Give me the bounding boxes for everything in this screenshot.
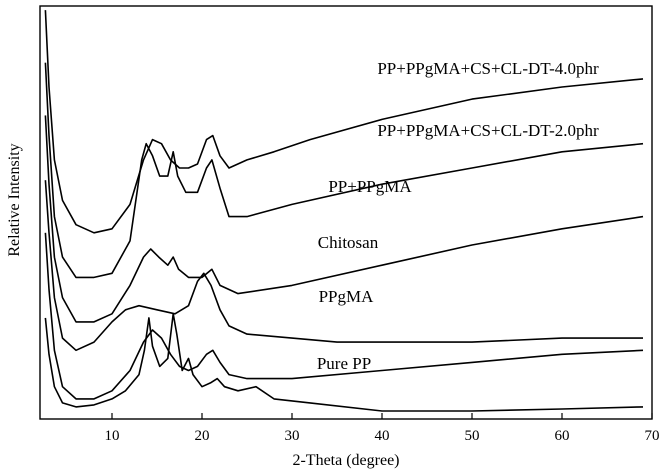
series-line-chitosan: [44, 180, 643, 352]
x-tick-label: 40: [375, 428, 390, 444]
curves: [44, 10, 644, 412]
series-label-pp-ppgma-cs-cl-dt-4-0phr: PP+PPgMA+CS+CL-DT-4.0phr: [377, 59, 599, 78]
series-line-pp-ppgma-cs-cl-dt-2-0phr: [44, 62, 644, 279]
x-tick-label: 50: [465, 428, 480, 444]
plot-frame: [39, 5, 653, 420]
series-labels: PP+PPgMA+CS+CL-DT-4.0phr PP+PPgMA+CS+CL-D…: [317, 59, 599, 373]
series-line-pp-ppgma-cs-cl-dt-4-0phr: [44, 10, 644, 234]
series-label-pp-ppgma: PP+PPgMA: [328, 177, 412, 196]
x-tick-label: 70: [645, 428, 660, 444]
series-line-pure-pp: [44, 313, 644, 412]
x-tick-label: 30: [285, 428, 300, 444]
series-line-ppgma: [44, 232, 644, 400]
series-line-pp-ppgma: [44, 115, 644, 323]
x-tick-label: 10: [105, 428, 120, 444]
x-axis-title: 2-Theta (degree): [292, 452, 399, 469]
series-label-pure-pp: Pure PP: [317, 354, 371, 373]
x-axis-ticks: 10 20 30 40 50 60 70: [105, 413, 660, 444]
x-tick-label: 20: [195, 428, 210, 444]
series-label-chitosan: Chitosan: [318, 233, 379, 252]
series-label-pp-ppgma-cs-cl-dt-2-0phr: PP+PPgMA+CS+CL-DT-2.0phr: [377, 121, 599, 140]
series-label-ppgma: PPgMA: [319, 287, 375, 306]
y-axis-title: Relative Intensity: [6, 143, 23, 256]
x-tick-label: 60: [555, 428, 570, 444]
